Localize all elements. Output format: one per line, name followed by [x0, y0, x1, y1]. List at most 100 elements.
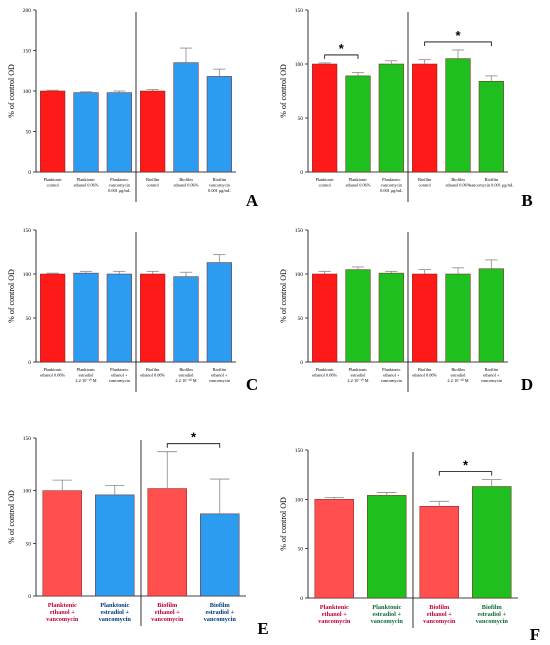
bar-5	[445, 273, 471, 363]
y-tick-label: 50	[26, 130, 32, 136]
bar-3	[378, 63, 404, 173]
y-tick-label: 100	[295, 497, 304, 503]
bar-2	[345, 269, 371, 363]
category-label: vancomycin	[481, 378, 503, 383]
bar-4	[200, 513, 240, 597]
category-label: Planktonic	[320, 604, 349, 611]
category-label: Planktonic	[43, 177, 61, 182]
significance-star: *	[339, 41, 345, 56]
category-label: Biofilm	[157, 602, 178, 609]
category-label: ethanol +	[483, 373, 500, 378]
category-label: ethanol +	[211, 373, 228, 378]
y-tick-label: 50	[298, 116, 304, 122]
bar-4	[412, 63, 438, 173]
category-label: vancomycin	[209, 378, 231, 383]
y-tick-label: 100	[295, 272, 304, 278]
category-label: Planktonic	[315, 177, 333, 182]
bar-1	[40, 273, 66, 363]
y-tick-label: 0	[300, 596, 303, 602]
y-tick-label: 100	[23, 489, 32, 495]
category-label: Biofilm	[451, 367, 465, 372]
category-label: vancomycin	[109, 183, 131, 188]
category-label: 0.001 μg/mL	[380, 188, 403, 193]
category-label: vancomycin	[371, 618, 404, 625]
category-label: vancomycin	[381, 183, 403, 188]
bar-1	[40, 90, 66, 173]
category-label: 2.2·10⁻¹⁰ M	[447, 378, 468, 383]
y-tick-label: 200	[23, 8, 32, 14]
significance-star: *	[455, 28, 461, 43]
y-tick-label: 50	[26, 541, 32, 547]
category-label: ethanol 0.06%	[74, 183, 99, 188]
bar-1	[312, 273, 338, 363]
category-label: estradiol	[79, 373, 95, 378]
category-label: Biofilm	[485, 177, 499, 182]
category-label: vancomycin	[99, 616, 132, 623]
category-label: Planktonic	[77, 177, 95, 182]
category-label: Biofilm	[179, 177, 193, 182]
bar-3	[106, 273, 132, 363]
category-label: Biofilm	[451, 177, 465, 182]
panel-letter-b: B	[521, 191, 532, 210]
bar-3	[419, 505, 459, 599]
category-label: estradiol +	[372, 611, 401, 618]
category-label: 0.001 μg/mL	[108, 188, 131, 193]
category-label: ethanol +	[383, 373, 400, 378]
bar-5	[445, 58, 471, 173]
category-label: estradiol +	[477, 611, 506, 618]
category-label: vancomycin	[476, 618, 509, 625]
category-label: Planktonic	[372, 604, 401, 611]
category-label: Planktonic	[110, 367, 128, 372]
y-tick-label: 150	[23, 228, 32, 234]
y-axis-label: % of control OD	[279, 497, 288, 551]
y-axis-label: % of control OD	[7, 64, 16, 118]
category-label: ethanol 0.06%	[312, 373, 337, 378]
y-tick-label: 100	[23, 89, 32, 95]
bar-1	[314, 499, 354, 599]
category-label: Planktonic	[382, 367, 400, 372]
bar-2	[345, 75, 371, 173]
bar-3	[147, 488, 187, 597]
bar-5	[173, 62, 199, 173]
y-tick-label: 100	[23, 272, 32, 278]
y-tick-label: 0	[300, 360, 303, 366]
y-tick-label: 50	[26, 316, 32, 322]
y-tick-label: 50	[298, 316, 304, 322]
category-label: vancomycin	[151, 616, 184, 623]
bar-4	[472, 486, 512, 599]
category-label: vancomycin	[381, 378, 403, 383]
category-label: 2.2·10⁻¹⁰ M	[175, 378, 196, 383]
bar-2	[95, 494, 135, 597]
category-label: 2.2·10⁻¹⁰ M	[347, 378, 368, 383]
category-label: ethanol 0.06%	[140, 373, 165, 378]
category-label: Planktonic	[315, 367, 333, 372]
bar-4	[140, 90, 166, 173]
panel-letter-c: C	[246, 375, 258, 394]
category-label: Biofilm	[213, 177, 227, 182]
category-label: control	[147, 183, 160, 188]
category-label: control	[47, 183, 60, 188]
category-label: Biofilm	[485, 367, 499, 372]
category-label: Biofilm	[213, 367, 227, 372]
category-label: estradiol	[451, 373, 467, 378]
category-label: vancomycin	[209, 183, 231, 188]
category-label: ethanol 0.06%	[346, 183, 371, 188]
bar-1	[312, 63, 338, 173]
category-label: ethanol +	[155, 609, 181, 616]
y-tick-label: 50	[298, 547, 304, 553]
category-label: control	[419, 183, 432, 188]
category-label: Planktonic	[100, 602, 129, 609]
category-label: ethanol 0.06%	[412, 373, 437, 378]
y-axis-label: % of control OD	[279, 64, 288, 118]
category-label: ethanol 0.06%	[174, 183, 199, 188]
category-label: 2.2·10⁻¹⁰ M	[75, 378, 96, 383]
y-tick-label: 100	[295, 62, 304, 68]
category-label: ethanol +	[427, 611, 453, 618]
bar-6	[206, 262, 232, 363]
panel-letter-e: E	[257, 619, 268, 638]
